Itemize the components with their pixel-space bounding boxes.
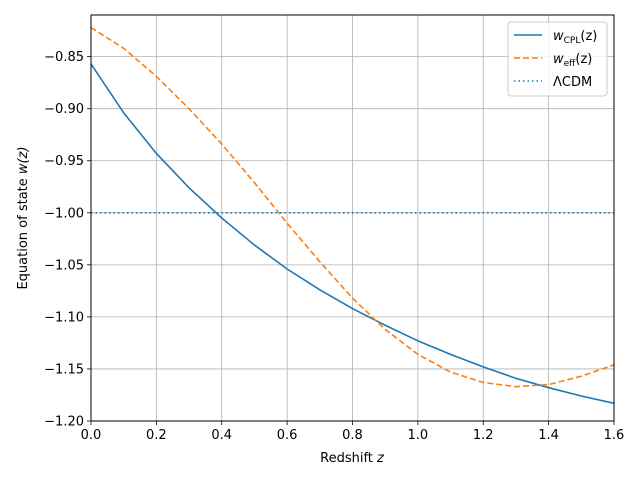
x-tick-label: 0.0 <box>81 428 102 443</box>
legend-label-base: w <box>553 52 564 67</box>
y-axis-label: Equation of state w(z) <box>16 146 31 289</box>
y-tick-label: −0.95 <box>44 154 84 169</box>
legend-label-base: ΛCDM <box>553 75 592 90</box>
x-axis-ticks: 0.0 0.2 0.4 0.6 0.8 1.0 1.2 1.4 1.6 <box>81 421 625 443</box>
legend-box <box>507 21 608 97</box>
y-tick-label: −1.15 <box>44 362 84 377</box>
series-line-1 <box>90 26 615 388</box>
legend-label-1: weff(z) <box>553 52 592 69</box>
x-axis-label-var: z <box>376 451 385 466</box>
x-tick-label: 1.6 <box>604 428 625 443</box>
legend-label-rest: (z) <box>575 52 592 67</box>
x-axis-label-text: Redshift <box>320 451 373 466</box>
legend-label-0: wCPL(z) <box>553 29 597 46</box>
x-tick-label: 0.4 <box>211 428 232 443</box>
y-tick-label: −1.00 <box>44 206 84 221</box>
x-axis-label: Redshift z <box>320 451 385 466</box>
legend-label-base: w <box>553 29 564 44</box>
y-axis-label-text: Equation of state <box>16 178 31 289</box>
series-layer <box>90 26 615 405</box>
y-tick-label: −1.05 <box>44 258 84 273</box>
x-tick-label: 0.6 <box>277 428 298 443</box>
y-tick-label: −1.10 <box>44 310 84 325</box>
y-tick-label: −0.85 <box>44 50 84 65</box>
x-tick-label: 0.8 <box>342 428 363 443</box>
y-axis-ticks: −1.20 −1.15 −1.10 −1.05 −1.00 −0.95 −0.90 −0.85 <box>44 50 91 430</box>
x-tick-label: 1.2 <box>473 428 494 443</box>
x-tick-label: 0.2 <box>146 428 167 443</box>
x-tick-label: 1.4 <box>538 428 559 443</box>
legend-label-sub: eff <box>564 59 577 69</box>
x-tick-label: 1.0 <box>408 428 429 443</box>
y-tick-label: −0.90 <box>44 102 84 117</box>
series-line-0 <box>90 63 615 405</box>
legend-label-sub: CPL <box>564 36 581 46</box>
legend-label-rest: (z) <box>580 29 597 44</box>
legend-label-2: ΛCDM <box>553 75 592 90</box>
y-tick-label: −1.20 <box>44 415 84 430</box>
y-axis-label-var: w(z) <box>16 146 31 174</box>
legend: wCPL(z)weff(z)ΛCDM <box>507 21 608 97</box>
